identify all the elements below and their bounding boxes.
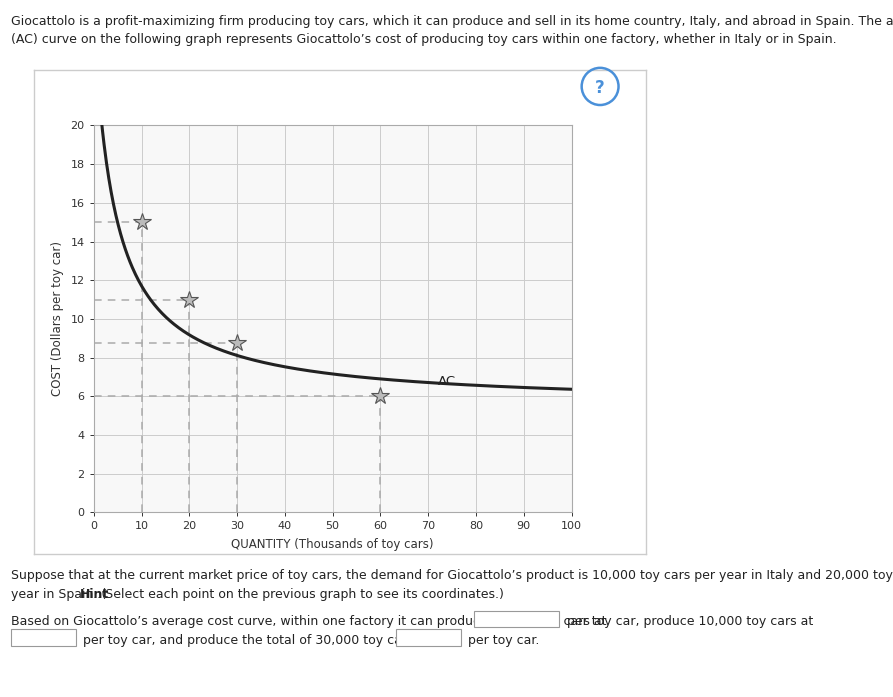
X-axis label: QUANTITY (Thousands of toy cars): QUANTITY (Thousands of toy cars): [231, 538, 434, 551]
Text: Giocattolo is a profit-maximizing firm producing toy cars, which it can produce : Giocattolo is a profit-maximizing firm p…: [11, 15, 893, 29]
Text: AC: AC: [438, 375, 455, 388]
Text: $: $: [13, 634, 21, 648]
Text: (AC) curve on the following graph represents Giocattolo’s cost of producing toy : (AC) curve on the following graph repres…: [11, 33, 837, 47]
Text: per toy car, produce 10,000 toy cars at: per toy car, produce 10,000 toy cars at: [563, 615, 813, 628]
Text: Based on Giocattolo’s average cost curve, within one factory it can produce 20,0: Based on Giocattolo’s average cost curve…: [11, 615, 610, 628]
Text: per toy car, and produce the total of 30,000 toy cars at: per toy car, and produce the total of 30…: [79, 634, 435, 648]
Text: Suppose that at the current market price of toy cars, the demand for Giocattolo’: Suppose that at the current market price…: [11, 569, 893, 583]
Y-axis label: COST (Dollars per toy car): COST (Dollars per toy car): [51, 241, 63, 397]
Text: Hint: Hint: [80, 588, 109, 601]
Text: ?: ?: [596, 79, 605, 97]
Text: $: $: [398, 634, 405, 648]
Text: year in Spain. (: year in Spain. (: [11, 588, 106, 601]
Text: $: $: [477, 615, 484, 628]
Text: : Select each point on the previous graph to see its coordinates.): : Select each point on the previous grap…: [97, 588, 505, 601]
Text: per toy car.: per toy car.: [464, 634, 539, 648]
